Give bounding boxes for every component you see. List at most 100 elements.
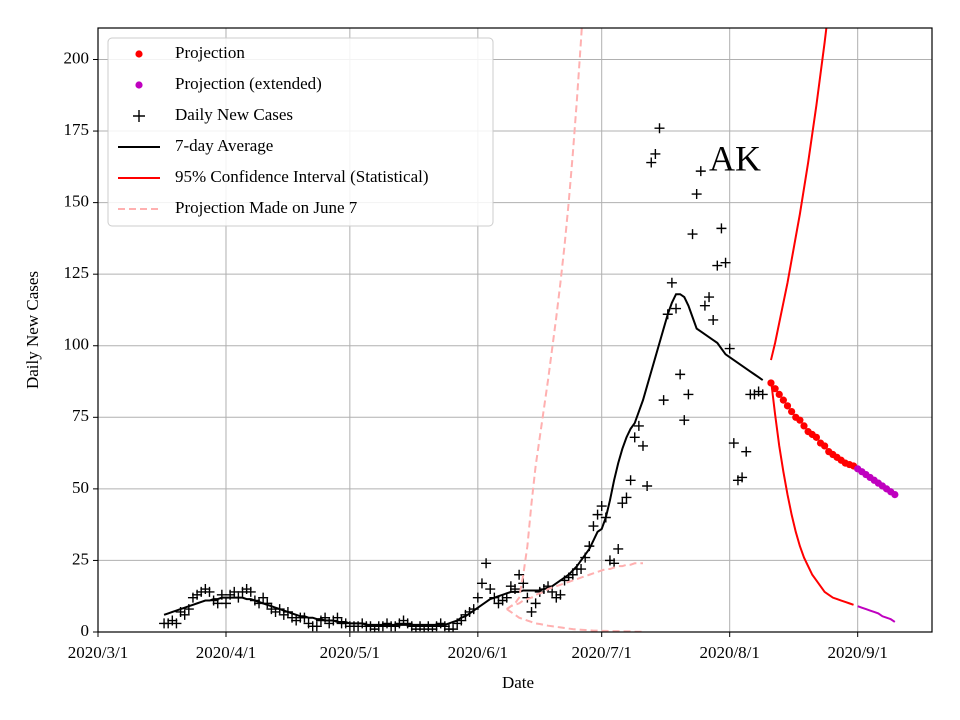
case-marker [258,592,269,603]
x-tick-label: 2020/5/1 [320,643,380,662]
projection-dot [821,442,829,450]
case-marker [576,564,587,575]
legend-label: 7-day Average [175,136,273,155]
legend-marker [135,50,143,58]
y-tick-label: 150 [64,192,90,211]
case-marker [720,257,731,268]
case-marker [514,569,525,580]
y-tick-label: 0 [81,621,90,640]
case-marker [757,389,768,400]
case-marker [204,586,215,597]
case-marker [712,260,723,271]
case-marker [621,492,632,503]
line [769,379,854,606]
case-marker [245,586,256,597]
case-marker [481,558,492,569]
case-marker [171,618,182,629]
projection-dot [796,416,804,424]
case-marker [658,395,669,406]
case-marker [642,481,653,492]
case-marker [695,166,706,177]
projection-dot [783,402,792,410]
case-marker [613,543,624,554]
legend-label: Daily New Cases [175,105,293,124]
line [506,608,643,632]
case-marker [704,292,715,303]
case-marker [699,300,710,311]
case-marker [671,303,682,314]
plot-frame [97,27,933,633]
line [770,28,828,361]
case-marker [526,606,537,617]
x-tick-label: 2020/3/1 [68,643,128,662]
projection-dot [800,422,808,430]
case-marker [588,521,599,532]
case-marker [530,598,541,609]
case-marker [476,578,487,589]
projection-dot [812,433,820,441]
projection-dot [788,407,796,416]
case-marker [472,592,483,603]
case-marker [220,598,231,609]
case-marker [666,277,677,288]
y-tick-label: 100 [64,335,90,354]
x-tick-label: 2020/6/1 [448,643,508,662]
projection-dot [775,390,783,399]
case-marker [679,415,690,426]
x-tick-label: 2020/4/1 [196,643,256,662]
case-marker [637,440,648,451]
projection-dot [779,396,787,404]
x-tick-label: 2020/7/1 [571,643,631,662]
x-tick-label: 2020/9/1 [827,643,887,662]
legend-label: Projection [175,43,245,62]
y-tick-label: 25 [72,549,89,568]
case-marker [741,446,752,457]
case-marker [448,624,459,632]
case-marker [687,229,698,240]
case-marker [716,223,727,234]
case-marker [179,609,190,620]
y-tick-label: 50 [72,478,89,497]
line [506,28,583,610]
legend-marker [133,110,145,122]
line [163,293,764,626]
case-marker [675,369,686,380]
case-marker [691,189,702,200]
legend-marker [135,81,143,89]
case-marker [592,509,603,520]
case-marker [555,589,566,600]
case-marker [646,157,657,168]
case-marker [633,420,644,431]
plot-area [159,28,899,632]
line [506,562,643,610]
case-marker [311,621,322,632]
case-marker [596,501,607,512]
line [857,605,896,623]
case-marker [617,498,628,509]
x-axis-label: Date [502,673,534,692]
case-marker [625,475,636,486]
legend-label: Projection Made on June 7 [175,198,358,217]
y-tick-label: 200 [64,48,90,67]
y-axis-label: Daily New Cases [23,271,42,389]
case-marker [708,314,719,325]
projection-dot [891,490,899,499]
x-tick-label: 2020/8/1 [699,643,759,662]
legend-label: 95% Confidence Interval (Statistical) [175,167,429,186]
case-marker [728,438,739,449]
y-tick-label: 125 [64,263,90,282]
case-marker [683,389,694,400]
legend-box [107,37,494,227]
case-marker [629,432,640,443]
case-marker [737,472,748,483]
case-marker [654,123,665,134]
case-marker [724,343,735,354]
projection-dot [771,385,779,393]
y-tick-label: 75 [72,406,89,425]
case-marker [485,584,496,595]
case-marker [650,148,661,159]
legend-label: Projection (extended) [175,74,322,93]
y-tick-label: 175 [64,120,90,139]
